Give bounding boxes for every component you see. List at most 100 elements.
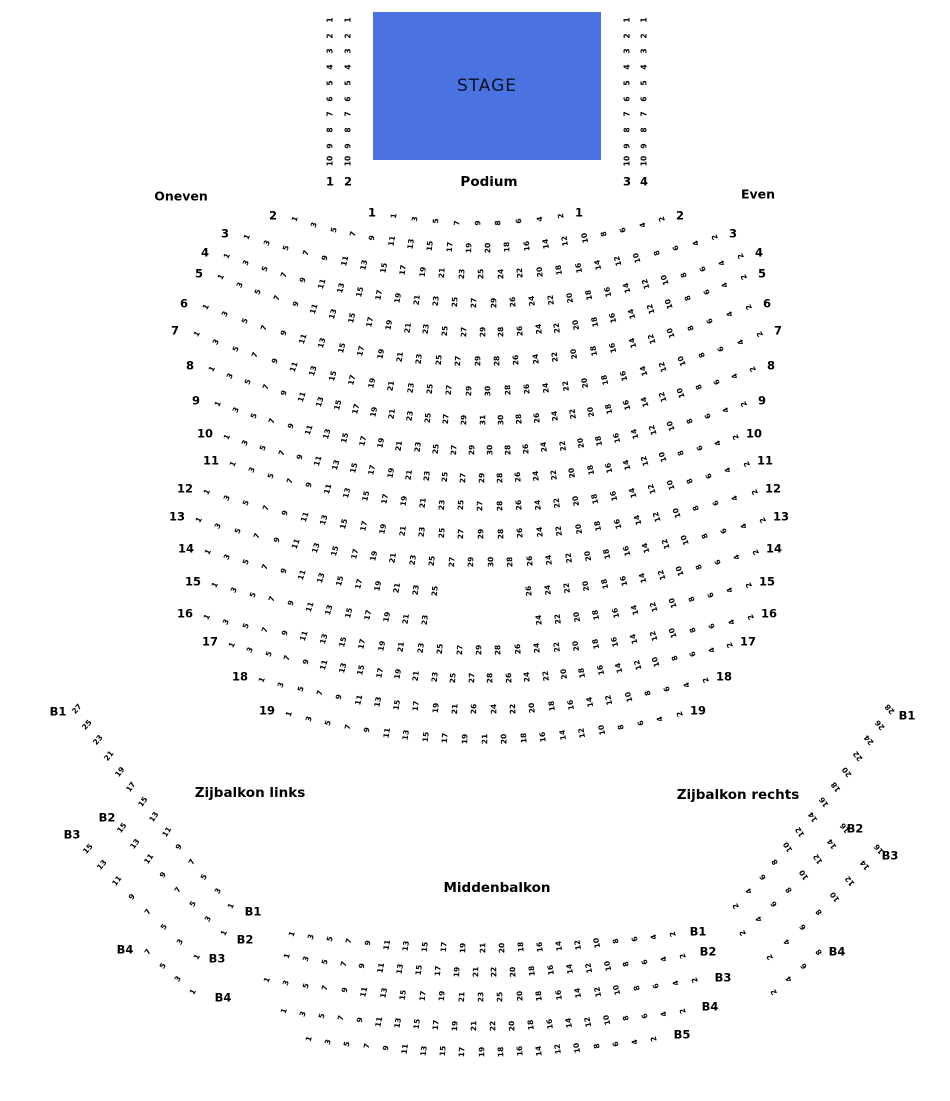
seat[interactable]: 14	[626, 486, 639, 500]
seat[interactable]: 18	[525, 1019, 536, 1031]
seat[interactable]: 5	[622, 80, 632, 86]
seat[interactable]: 10	[579, 232, 590, 245]
seat[interactable]: 25	[80, 717, 94, 732]
seat[interactable]: 16	[595, 664, 607, 677]
seat[interactable]: 19	[430, 702, 441, 714]
seat[interactable]: 13	[318, 513, 330, 527]
seat[interactable]: 16	[607, 490, 620, 503]
seat[interactable]: 8	[696, 351, 707, 360]
seat[interactable]: 7	[251, 531, 263, 540]
seat[interactable]: 2	[689, 975, 700, 985]
seat[interactable]: 18	[588, 345, 600, 358]
seat[interactable]: 10	[343, 156, 353, 167]
seat[interactable]: 20	[568, 348, 580, 361]
seat[interactable]: 10	[596, 723, 608, 737]
seat[interactable]: 8	[693, 562, 705, 572]
seat[interactable]: 3	[305, 932, 316, 941]
seat[interactable]: 20	[564, 291, 575, 304]
seat[interactable]: 15	[424, 240, 435, 252]
seat[interactable]: 11	[381, 726, 392, 739]
seat[interactable]: 20	[483, 242, 493, 254]
seat[interactable]: 15	[391, 698, 403, 711]
seat[interactable]: 8	[325, 127, 335, 133]
seat[interactable]: 1	[225, 901, 236, 911]
seat[interactable]: 6	[618, 226, 629, 234]
seat[interactable]: 5	[240, 621, 251, 630]
seat[interactable]: 21	[479, 733, 489, 745]
seat[interactable]: 12	[647, 600, 660, 614]
seat[interactable]: 14	[625, 307, 638, 321]
seat[interactable]: 12	[582, 1015, 594, 1028]
seat[interactable]: 2	[743, 302, 754, 312]
seat[interactable]: 8	[622, 127, 632, 133]
seat[interactable]: 12	[611, 255, 623, 268]
seat[interactable]: 7	[325, 111, 335, 117]
seat[interactable]: 26	[521, 383, 532, 395]
seat[interactable]: 10	[796, 868, 811, 882]
seat[interactable]: 8	[770, 857, 781, 867]
seat[interactable]: 27	[446, 556, 457, 567]
seat[interactable]: 22	[553, 524, 565, 537]
seat[interactable]: 12	[591, 985, 603, 999]
seat[interactable]: 28	[495, 528, 505, 540]
seat[interactable]: 12	[603, 693, 615, 706]
seat[interactable]: 1	[241, 232, 252, 242]
seat[interactable]: 15	[339, 431, 351, 444]
seat[interactable]: 25	[440, 471, 450, 483]
seat[interactable]: 7	[266, 594, 278, 604]
seat[interactable]: 14	[857, 858, 872, 873]
seat[interactable]: 9	[367, 234, 377, 242]
seat[interactable]: 3	[228, 585, 240, 595]
seat[interactable]: 21	[456, 991, 466, 1003]
seat[interactable]: 17	[439, 941, 449, 953]
seat[interactable]: 3	[409, 215, 420, 223]
seat[interactable]: 21	[386, 408, 398, 421]
seat[interactable]: 8	[493, 219, 503, 226]
seat[interactable]: 18	[589, 493, 600, 506]
seat[interactable]: 4	[690, 238, 701, 248]
seat[interactable]: 16	[607, 341, 619, 354]
seat[interactable]: 17	[356, 637, 368, 650]
seat[interactable]: 2	[709, 232, 720, 242]
seat[interactable]: 5	[316, 1012, 327, 1020]
seat[interactable]: 15	[413, 964, 424, 976]
seat[interactable]: 7	[281, 653, 293, 662]
seat[interactable]: 2	[674, 710, 685, 719]
seat[interactable]: 2	[555, 212, 566, 220]
seat[interactable]: 10	[664, 478, 677, 492]
seat[interactable]: 28	[494, 500, 504, 512]
seat[interactable]: 2	[730, 901, 741, 911]
seat[interactable]: 16	[617, 575, 630, 588]
seat[interactable]: 18	[576, 666, 588, 679]
seat[interactable]: 23	[404, 410, 416, 423]
seat[interactable]: 2	[700, 675, 711, 685]
seat[interactable]: 9	[285, 421, 296, 430]
seat[interactable]: 6	[635, 719, 646, 727]
seat[interactable]: 13	[323, 603, 335, 617]
seat[interactable]: 14	[640, 541, 652, 554]
seat[interactable]: 1	[191, 952, 202, 962]
seat[interactable]: 10	[622, 156, 632, 167]
seat[interactable]: 6	[610, 1040, 621, 1048]
seat[interactable]: 16	[521, 240, 532, 252]
seat[interactable]: 9	[319, 253, 330, 262]
seat[interactable]: 11	[296, 568, 309, 582]
seat[interactable]: 8	[610, 937, 621, 945]
seat[interactable]: 18	[546, 700, 557, 713]
seat[interactable]: 24	[488, 703, 498, 715]
seat[interactable]: 13	[405, 238, 416, 250]
seat[interactable]: 15	[326, 369, 339, 382]
seat[interactable]: 8	[685, 323, 696, 332]
seat[interactable]: 26	[469, 703, 479, 715]
seat[interactable]: 18	[583, 289, 594, 302]
seat[interactable]: 8	[591, 1042, 602, 1050]
seat[interactable]: 12	[645, 332, 658, 346]
seat[interactable]: 6	[701, 287, 712, 296]
seat[interactable]: 5	[248, 411, 260, 420]
seat[interactable]: 16	[620, 544, 633, 558]
seat[interactable]: 10	[601, 959, 613, 973]
seat[interactable]: 12	[811, 852, 825, 867]
seat[interactable]: 4	[325, 64, 335, 70]
seat[interactable]: 12	[656, 360, 669, 373]
seat[interactable]: 28	[505, 556, 515, 567]
